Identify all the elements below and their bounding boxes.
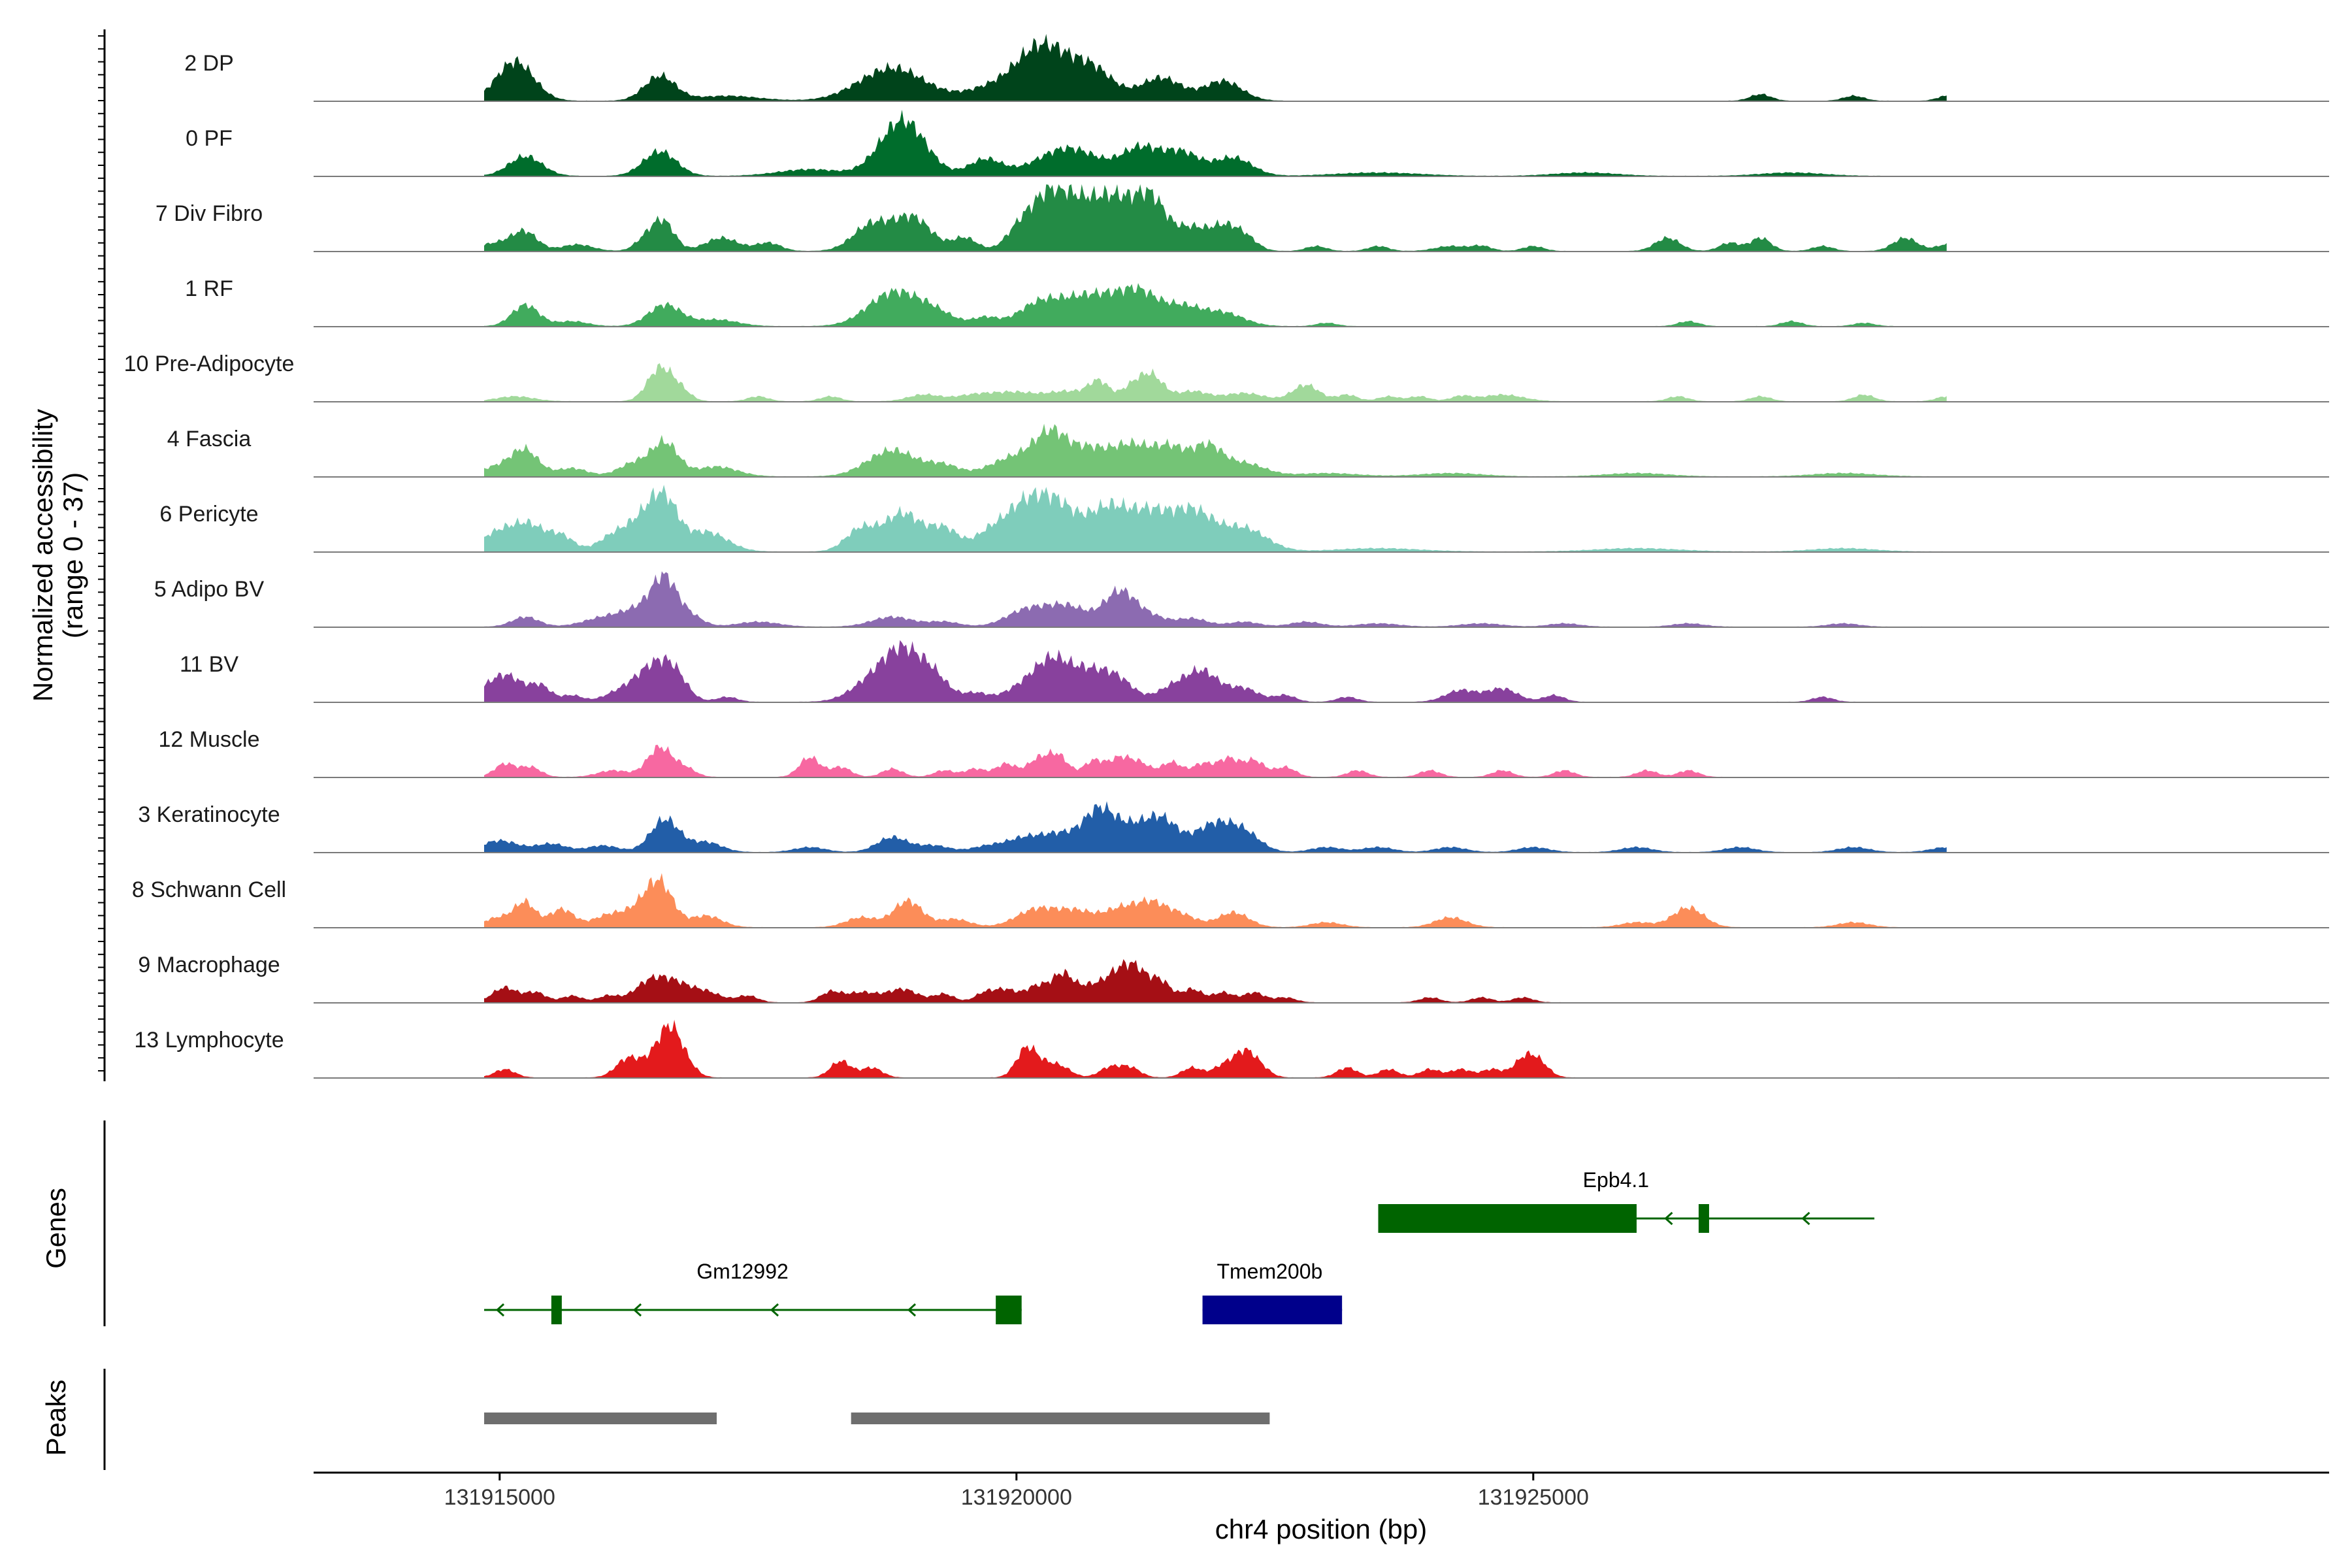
track-area: [484, 744, 1947, 777]
track-area: [484, 423, 1947, 477]
strand-arrow: [1664, 1211, 1673, 1226]
strand-arrow: [495, 1303, 505, 1317]
peaks-panel-label: Peaks: [41, 1380, 71, 1456]
track-area: [484, 110, 1947, 176]
track-label: 2 DP: [184, 51, 234, 76]
y-axis-range: (range 0 - 37): [57, 472, 88, 638]
track-label: 12 Muscle: [159, 727, 260, 752]
gene-exon: [1698, 1204, 1709, 1233]
track-label: 6 Pericyte: [159, 502, 258, 527]
gene-model: Tmem200b: [1202, 1260, 1343, 1324]
track-label: 11 BV: [180, 652, 238, 677]
gene-model: Gm12992: [484, 1260, 1022, 1324]
gene-exon: [1378, 1204, 1637, 1233]
track-area: [484, 34, 1947, 101]
gene-exon: [551, 1296, 562, 1324]
gene-model: Epb4.1: [1378, 1168, 1874, 1233]
accessibility-tracks: 2 DP 0 PF 7 Div Fibro 1 RF 10 Pre-Adipocyte 4…: [124, 34, 2329, 1079]
strand-arrow: [907, 1303, 917, 1317]
track-label: 5 Adipo BV: [154, 577, 265, 602]
gene-label: Tmem200b: [1217, 1260, 1322, 1283]
x-tick-label: 131925000: [1478, 1485, 1589, 1510]
track-label: 3 Keratinocyte: [138, 802, 280, 827]
track-label: 8 Schwann Cell: [132, 877, 286, 902]
track-area: [484, 363, 1947, 402]
track-label: 13 Lymphocyte: [134, 1028, 284, 1053]
gene-label: Gm12992: [696, 1260, 789, 1283]
gene-exon: [1202, 1296, 1343, 1324]
strand-arrow: [1801, 1211, 1810, 1226]
track-area: [484, 184, 1947, 252]
track-label: 9 Macrophage: [138, 953, 280, 977]
gene-label: Epb4.1: [1583, 1168, 1649, 1192]
y-axis: [98, 29, 106, 1081]
track-area: [484, 640, 1947, 702]
track-area: [484, 801, 1947, 853]
track-label: 0 PF: [186, 126, 233, 151]
peak-region: [851, 1413, 1270, 1424]
track-area: [484, 1019, 1947, 1078]
x-axis: 131915000 131920000 131925000: [314, 1471, 2329, 1510]
genes-panel-label: Genes: [41, 1188, 71, 1269]
track-label: 7 Div Fibro: [155, 201, 263, 226]
track-label: 4 Fascia: [167, 427, 252, 451]
track-area: [484, 873, 1947, 928]
peak-region: [484, 1413, 717, 1424]
strand-arrow: [632, 1303, 642, 1317]
track-area: [484, 485, 1947, 552]
track-label: 10 Pre-Adipocyte: [124, 351, 295, 376]
gene-exon: [996, 1296, 1022, 1324]
strand-arrow: [770, 1303, 779, 1317]
track-area: [484, 959, 1947, 1003]
track-area: [484, 283, 1947, 327]
track-label: 1 RF: [185, 276, 233, 301]
y-axis-title: Normalized accessibility: [27, 409, 58, 702]
x-tick-label: 131920000: [961, 1485, 1072, 1510]
x-axis-title: chr4 position (bp): [1215, 1514, 1428, 1544]
track-area: [484, 571, 1947, 627]
x-tick-label: 131915000: [444, 1485, 555, 1510]
gene-annotation-panel: Gm12992 Tmem200b Epb4.1: [103, 1120, 1874, 1326]
peaks-panel: [103, 1369, 1270, 1470]
